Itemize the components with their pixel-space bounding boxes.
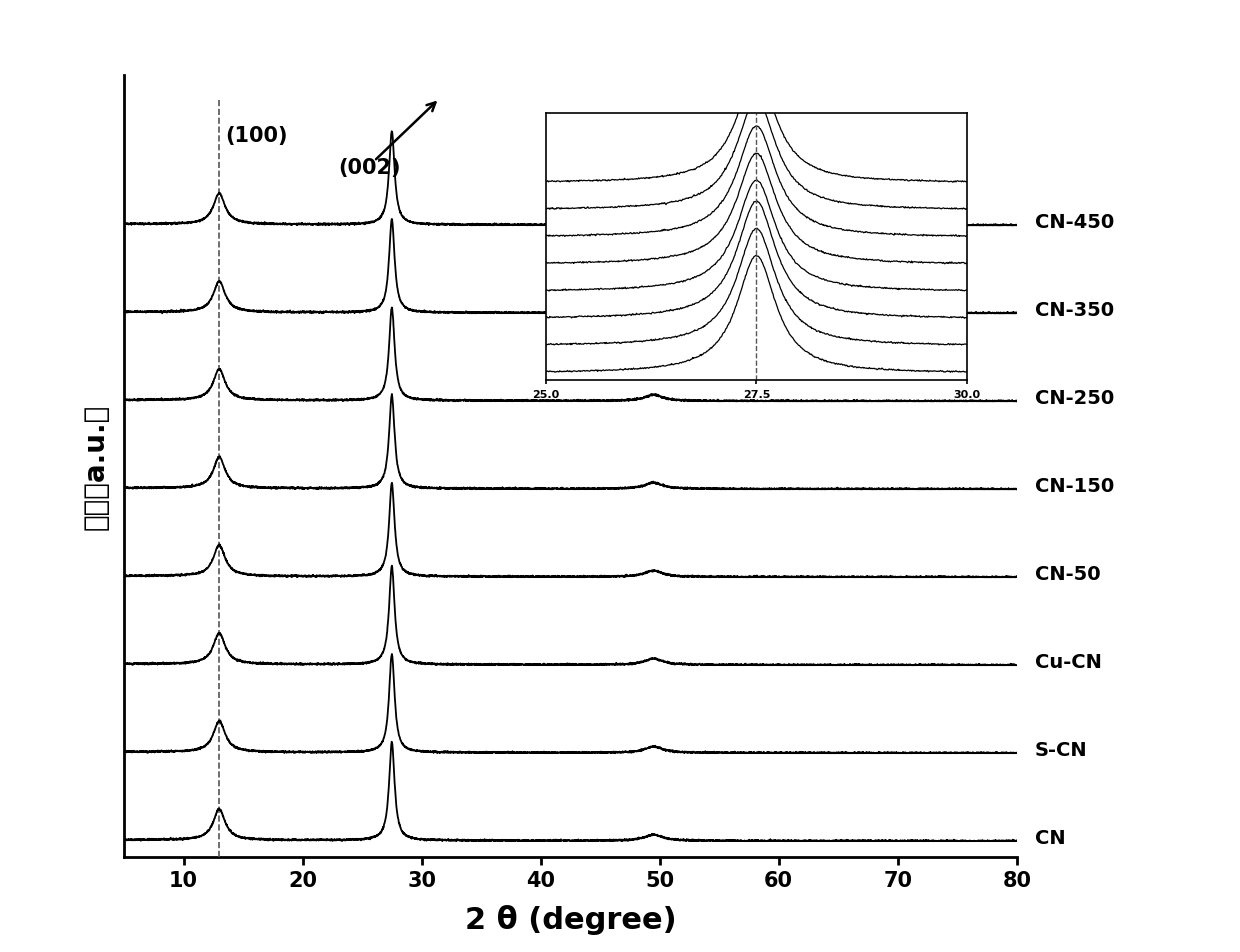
Text: CN-350: CN-350 [1034, 300, 1114, 319]
Text: CN: CN [1034, 827, 1065, 846]
Text: CN-150: CN-150 [1034, 476, 1114, 495]
X-axis label: 2 θ (degree): 2 θ (degree) [465, 903, 676, 934]
Text: Cu-CN: Cu-CN [1034, 652, 1101, 671]
Text: CN-450: CN-450 [1034, 212, 1114, 231]
Y-axis label: 强度（a.u.）: 强度（a.u.） [82, 404, 110, 529]
Text: (002): (002) [339, 157, 401, 177]
Text: (100): (100) [226, 126, 288, 146]
Text: CN-250: CN-250 [1034, 388, 1114, 407]
Text: CN-50: CN-50 [1034, 564, 1100, 583]
Text: S-CN: S-CN [1034, 740, 1087, 759]
